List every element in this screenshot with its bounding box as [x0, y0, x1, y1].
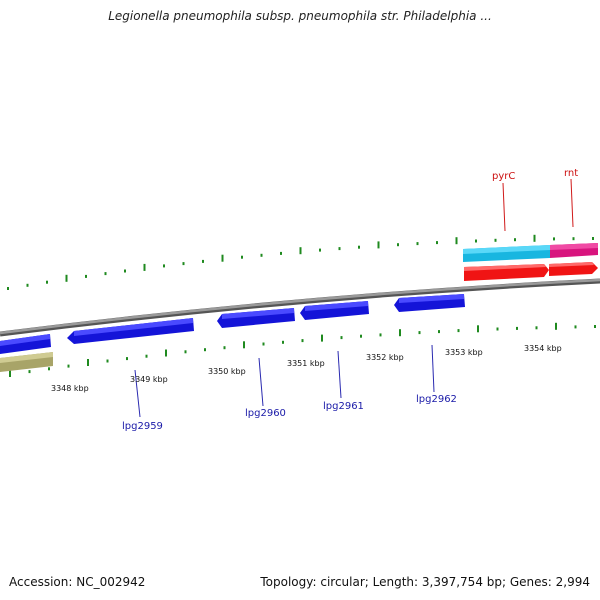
- major-tick: [243, 341, 245, 349]
- minor-tick: [204, 348, 206, 352]
- gene-label-rnt[interactable]: rnt: [564, 168, 578, 179]
- minor-tick: [516, 326, 518, 330]
- minor-tick: [360, 334, 362, 338]
- gene-rnt[interactable]: [550, 243, 598, 258]
- minor-tick: [457, 329, 460, 333]
- kbp-label: 3349 kbp: [130, 375, 168, 384]
- minor-tick: [67, 364, 70, 368]
- gene-pyrC[interactable]: [463, 245, 550, 262]
- major-tick: [221, 254, 224, 262]
- kbp-label: 3351 kbp: [287, 359, 325, 368]
- genome-title: Legionella pneumophila subsp. pneumophil…: [108, 9, 492, 23]
- minor-tick: [182, 262, 185, 266]
- minor-tick: [163, 264, 165, 268]
- minor-tick: [592, 237, 594, 240]
- gene-lpg2960[interactable]: [217, 308, 295, 328]
- gene-label-pyrC[interactable]: pyrC: [492, 171, 515, 182]
- minor-tick: [280, 251, 282, 255]
- gene-lpg2959[interactable]: [67, 318, 194, 344]
- major-tick: [143, 263, 146, 271]
- genome-backbone: [0, 278, 600, 337]
- gene-label-lpg2959[interactable]: lpg2959: [122, 421, 163, 432]
- minor-tick: [418, 331, 421, 335]
- major-tick: [399, 329, 401, 337]
- major-tick: [477, 325, 479, 333]
- gene-left-olive[interactable]: [0, 352, 53, 372]
- minor-tick: [48, 367, 50, 371]
- kbp-labels: 3348 kbp 3349 kbp 3350 kbp 3351 kbp 3352…: [51, 344, 562, 393]
- minor-tick: [260, 253, 263, 257]
- gene-left-blue[interactable]: [0, 334, 51, 354]
- major-tick: [165, 349, 167, 357]
- minor-tick: [494, 238, 497, 242]
- accession-text: Accession: NC_002942: [9, 575, 146, 589]
- minor-tick: [438, 330, 440, 334]
- gene-lpg2961[interactable]: [300, 301, 369, 320]
- minor-tick: [106, 359, 109, 363]
- minor-tick: [46, 280, 48, 284]
- minor-tick: [26, 283, 29, 287]
- minor-tick: [475, 239, 477, 243]
- major-tick: [533, 234, 536, 242]
- minor-tick: [145, 354, 148, 358]
- minor-tick: [358, 245, 360, 249]
- minor-tick: [338, 247, 341, 251]
- major-tick: [377, 241, 380, 249]
- minor-tick: [301, 339, 304, 343]
- minor-tick: [496, 327, 499, 331]
- minor-tick: [85, 274, 87, 278]
- minor-ticks-top: [7, 234, 594, 290]
- major-tick: [321, 334, 323, 342]
- minor-tick: [241, 255, 243, 259]
- kbp-label: 3353 kbp: [445, 348, 483, 357]
- kbp-label: 3348 kbp: [51, 384, 89, 393]
- major-tick: [455, 237, 458, 245]
- minor-tick: [319, 248, 321, 252]
- minor-tick: [416, 242, 419, 246]
- minor-tick: [379, 333, 382, 337]
- kbp-label: 3354 kbp: [524, 344, 562, 353]
- minor-tick: [28, 370, 31, 374]
- minor-tick: [340, 336, 343, 340]
- genome-backbone-highlight: [0, 278, 600, 335]
- minor-tick: [262, 342, 265, 346]
- minor-tick: [436, 241, 438, 245]
- minor-tick: [594, 325, 596, 328]
- gene-red-1[interactable]: [464, 264, 549, 281]
- minor-tick: [574, 325, 577, 329]
- minor-tick: [514, 238, 516, 242]
- minor-tick: [124, 269, 126, 273]
- major-tick: [9, 370, 11, 377]
- major-tick: [555, 322, 557, 330]
- minor-tick: [553, 237, 555, 241]
- leader-lines: [134, 178, 574, 418]
- gene-labels: lpg2959 lpg2960 lpg2961 lpg2962 pyrC rnt: [122, 168, 578, 432]
- minor-tick: [223, 346, 226, 350]
- minor-tick: [7, 287, 9, 290]
- gene-label-lpg2962[interactable]: lpg2962: [416, 394, 457, 405]
- gene-lpg2962[interactable]: [394, 294, 465, 312]
- minor-ticks-bottom: [9, 322, 596, 377]
- minor-tick: [202, 259, 204, 263]
- major-tick: [299, 247, 302, 255]
- kbp-label: 3350 kbp: [208, 367, 246, 376]
- minor-tick: [397, 243, 399, 247]
- minor-tick: [126, 357, 128, 361]
- minor-tick: [184, 350, 187, 354]
- major-tick: [87, 359, 89, 366]
- minor-tick: [572, 237, 575, 241]
- minor-tick: [535, 326, 538, 330]
- gene-red-2[interactable]: [549, 262, 598, 276]
- minor-tick: [104, 272, 107, 276]
- gene-label-lpg2961[interactable]: lpg2961: [323, 401, 364, 412]
- genome-summary-text: Topology: circular; Length: 3,397,754 bp…: [260, 575, 590, 589]
- kbp-label: 3352 kbp: [366, 353, 404, 362]
- minor-tick: [282, 340, 284, 344]
- gene-label-lpg2960[interactable]: lpg2960: [245, 408, 286, 419]
- major-tick: [65, 274, 68, 282]
